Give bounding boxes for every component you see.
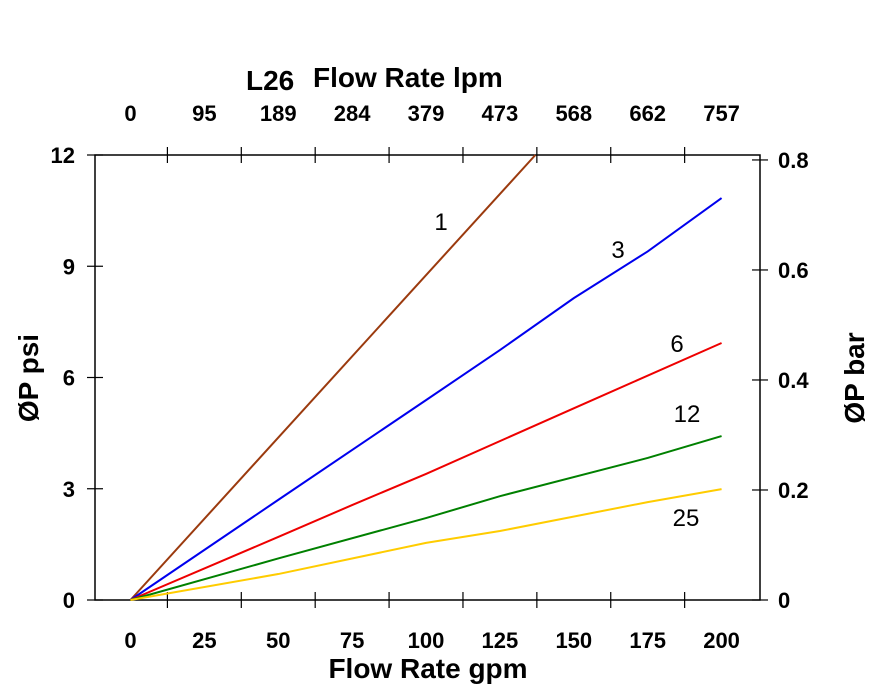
y2-tick-label: 0.2 (778, 478, 809, 503)
x2-tick-label: 568 (555, 101, 592, 126)
chart-title: L26 (246, 65, 294, 96)
x2-tick-label: 473 (482, 101, 519, 126)
y2-tick-label: 0 (778, 588, 790, 613)
y-axis-label: ØP psi (13, 334, 44, 422)
y2-axis-label: ØP bar (839, 332, 870, 423)
y-tick-label: 9 (63, 254, 75, 279)
axes: 0025955018975284100379125473150568175662… (51, 101, 810, 653)
y-tick-label: 3 (63, 477, 75, 502)
series-label: 25 (673, 505, 700, 532)
x2-tick-label: 284 (334, 101, 371, 126)
x2-tick-label: 95 (192, 101, 216, 126)
series-line-25 (130, 488, 722, 601)
x-tick-label: 50 (266, 628, 290, 653)
series-label: 1 (434, 209, 447, 236)
x-tick-label: 175 (629, 628, 666, 653)
x-tick-label: 25 (192, 628, 216, 653)
y2-tick-label: 0.8 (778, 148, 809, 173)
x2-tick-label: 379 (408, 101, 445, 126)
series-line-1 (129, 154, 537, 601)
y-tick-label: 6 (63, 366, 75, 391)
x2-tick-label: 0 (124, 101, 136, 126)
plot-frame (94, 154, 761, 601)
y2-tick-label: 0.4 (778, 368, 809, 393)
x-tick-label: 75 (340, 628, 364, 653)
x-axis-label: Flow Rate gpm (328, 653, 527, 684)
series-label: 3 (611, 237, 624, 264)
x-tick-label: 150 (555, 628, 592, 653)
x-tick-label: 200 (703, 628, 740, 653)
x-tick-label: 125 (482, 628, 519, 653)
series-label: 12 (674, 401, 701, 428)
x2-tick-label: 662 (629, 101, 666, 126)
series-line-6 (130, 342, 722, 601)
top-axis-label: Flow Rate lpm (313, 62, 503, 93)
x-tick-label: 100 (408, 628, 445, 653)
y-tick-label: 0 (63, 588, 75, 613)
series-line-12 (130, 435, 722, 601)
series-lines: 1 3 6 12 25 (129, 154, 723, 601)
x2-tick-label: 757 (703, 101, 740, 126)
x-tick-label: 0 (124, 628, 136, 653)
x2-tick-label: 189 (260, 101, 297, 126)
series-label: 6 (670, 331, 683, 358)
y2-tick-label: 0.6 (778, 258, 809, 283)
y-tick-label: 12 (51, 143, 75, 168)
series-line-3 (129, 197, 723, 601)
